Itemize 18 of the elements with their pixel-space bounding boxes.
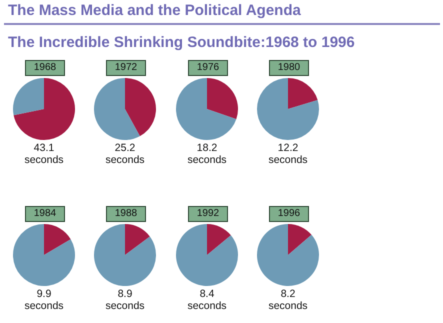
text: 12.2 seconds <box>267 142 309 166</box>
text: The Mass Media and the Political Agenda <box>8 2 301 19</box>
chart-title: 1980 <box>269 60 309 76</box>
chart-title: 1996 <box>269 206 309 222</box>
text: 43.1 seconds <box>23 142 65 166</box>
text: 8.4 seconds <box>186 288 228 312</box>
chart-title: 1972 <box>106 60 146 76</box>
text: 8.2 seconds <box>267 288 309 312</box>
text: 8.9 seconds <box>104 288 146 312</box>
text: 9.9 seconds <box>23 288 65 312</box>
chart-title: 1988 <box>106 206 146 222</box>
chart-title: 1968 <box>25 60 65 76</box>
text: 25.2 seconds <box>104 142 146 166</box>
chart-title: 1984 <box>25 206 65 222</box>
chart-title: 1976 <box>188 60 228 76</box>
chart-title: 1992 <box>188 206 228 222</box>
text: 18.2 seconds <box>186 142 228 166</box>
text: The Incredible Shrinking Soundbite:1968 to 1996 <box>8 34 355 51</box>
